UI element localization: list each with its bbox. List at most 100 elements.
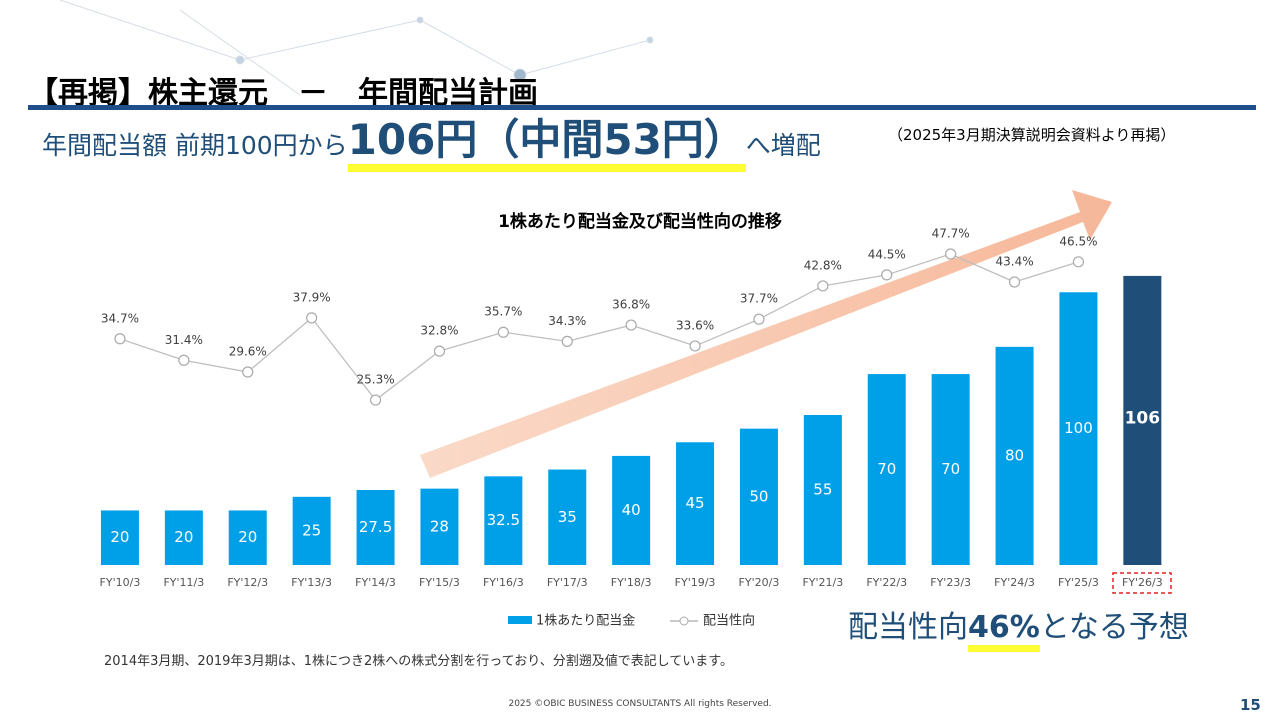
callout: 配当性向46%となる予想 bbox=[848, 602, 1189, 652]
ratio-label: 43.4% bbox=[995, 255, 1033, 269]
ratio-label: 31.4% bbox=[165, 333, 203, 347]
ratio-marker bbox=[433, 345, 446, 357]
bar bbox=[292, 496, 331, 565]
bar-label: 106 bbox=[1125, 408, 1161, 428]
ratio-marker bbox=[881, 269, 893, 281]
ratio-label: 42.8% bbox=[804, 258, 842, 272]
bar bbox=[484, 476, 523, 565]
bar bbox=[931, 374, 970, 565]
source-note: （2025年3月期決算説明会資料より再掲） bbox=[888, 126, 1176, 144]
page-number: 15 bbox=[1240, 696, 1261, 714]
bar bbox=[420, 488, 459, 565]
bar bbox=[739, 428, 778, 565]
ratio-marker bbox=[753, 313, 765, 325]
bar bbox=[100, 510, 139, 565]
x-tick-label: FY'20/3 bbox=[739, 576, 780, 589]
ratio-line bbox=[119, 253, 1079, 401]
bar-label: 20 bbox=[174, 528, 193, 546]
x-tick-label: FY'11/3 bbox=[163, 576, 204, 589]
x-tick-label: FY'25/3 bbox=[1058, 576, 1099, 589]
x-tick-label: FY'14/3 bbox=[355, 576, 396, 589]
bar-label: 25 bbox=[302, 521, 321, 539]
x-tick-label: FY'15/3 bbox=[419, 576, 460, 589]
x-tick-label: FY'17/3 bbox=[547, 576, 588, 589]
ratio-marker bbox=[242, 366, 254, 378]
ratio-label: 37.9% bbox=[293, 290, 331, 304]
ratio-label: 44.5% bbox=[868, 247, 906, 261]
ratio-label: 32.8% bbox=[420, 324, 458, 338]
ratio-label: 46.5% bbox=[1059, 234, 1097, 248]
x-tick-label: FY'22/3 bbox=[866, 576, 907, 589]
bar bbox=[995, 346, 1034, 565]
bar-label: 35 bbox=[558, 508, 577, 526]
ratio-marker bbox=[114, 333, 126, 345]
headline-lead: 年間配当額 前期100円から bbox=[42, 131, 348, 160]
bar bbox=[803, 415, 842, 565]
ratio-label: 47.7% bbox=[932, 226, 970, 240]
ratio-marker bbox=[945, 248, 957, 260]
bar-label: 45 bbox=[686, 494, 705, 512]
ratio-label: 29.6% bbox=[229, 345, 267, 359]
ratio-label: 34.7% bbox=[101, 311, 139, 325]
ratio-marker bbox=[625, 319, 637, 331]
bar-label: 50 bbox=[749, 487, 768, 505]
bar-label: 80 bbox=[1005, 446, 1024, 464]
ratio-label: 35.7% bbox=[484, 305, 522, 319]
ratio-marker bbox=[369, 394, 382, 406]
ratio-marker bbox=[497, 326, 509, 338]
bar-label: 32.5 bbox=[487, 511, 520, 529]
x-tick-label: FY'18/3 bbox=[611, 576, 652, 589]
bar bbox=[548, 469, 587, 565]
footnote: 2014年3月期、2019年3月期は、1株につき2株への株式分割を行っており、分… bbox=[104, 654, 734, 669]
title-rule bbox=[28, 105, 1256, 110]
headline-tail: へ増配 bbox=[745, 131, 821, 160]
callout-lead: 配当性向 bbox=[848, 610, 968, 645]
callout-emphasis: 46% bbox=[968, 610, 1040, 652]
x-tick-label: FY'19/3 bbox=[675, 576, 716, 589]
bar-label: 100 bbox=[1064, 419, 1093, 437]
callout-tail: となる予想 bbox=[1039, 610, 1189, 645]
ratio-marker bbox=[1072, 256, 1085, 268]
bar bbox=[867, 374, 906, 565]
x-tick-label: FY'13/3 bbox=[291, 576, 332, 589]
bar-label: 20 bbox=[238, 528, 257, 546]
legend-label: 1株あたり配当金 bbox=[536, 613, 635, 629]
x-tick-label: FY'23/3 bbox=[930, 576, 971, 589]
ratio-label: 25.3% bbox=[356, 373, 394, 387]
legend-swatch-bar bbox=[508, 616, 532, 624]
x-tick-label: FY'24/3 bbox=[994, 576, 1035, 589]
ratio-marker bbox=[561, 335, 573, 347]
ratio-marker bbox=[178, 354, 190, 366]
bar-label: 28 bbox=[430, 517, 449, 535]
ratio-marker bbox=[817, 280, 829, 292]
bar-label: 40 bbox=[622, 501, 641, 519]
bar bbox=[228, 510, 267, 565]
ratio-marker bbox=[689, 340, 701, 352]
ratio-label: 34.3% bbox=[548, 314, 586, 328]
bar-label: 27.5 bbox=[359, 518, 392, 536]
forecast-box bbox=[1112, 572, 1172, 594]
bar-label: 20 bbox=[110, 528, 129, 546]
background-network bbox=[59, 0, 654, 96]
bar-label: 55 bbox=[813, 481, 832, 499]
ratio-marker bbox=[1008, 276, 1021, 288]
trend-arrow bbox=[420, 190, 1112, 478]
bar-label: 70 bbox=[877, 460, 896, 478]
x-tick-label: FY'16/3 bbox=[483, 576, 524, 589]
bar bbox=[164, 510, 203, 565]
x-tick-label: FY'26/3 bbox=[1122, 576, 1163, 589]
legend-swatch-marker bbox=[679, 616, 689, 626]
copyright: 2025 ©OBIC BUSINESS CONSULTANTS All righ… bbox=[508, 699, 772, 709]
ratio-label: 33.6% bbox=[676, 318, 714, 332]
ratio-label: 36.8% bbox=[612, 298, 650, 312]
bar bbox=[1123, 275, 1162, 565]
ratio-label: 37.7% bbox=[740, 292, 778, 306]
x-tick-label: FY'21/3 bbox=[802, 576, 843, 589]
headline: 年間配当額 前期100円から106円（中間53円）へ増配 bbox=[42, 115, 821, 172]
bar bbox=[356, 490, 395, 565]
headline-emphasis: 106円（中間53円） bbox=[347, 115, 746, 172]
bar bbox=[676, 442, 715, 565]
chart-title: 1株あたり配当金及び配当性向の推移 bbox=[498, 211, 782, 232]
